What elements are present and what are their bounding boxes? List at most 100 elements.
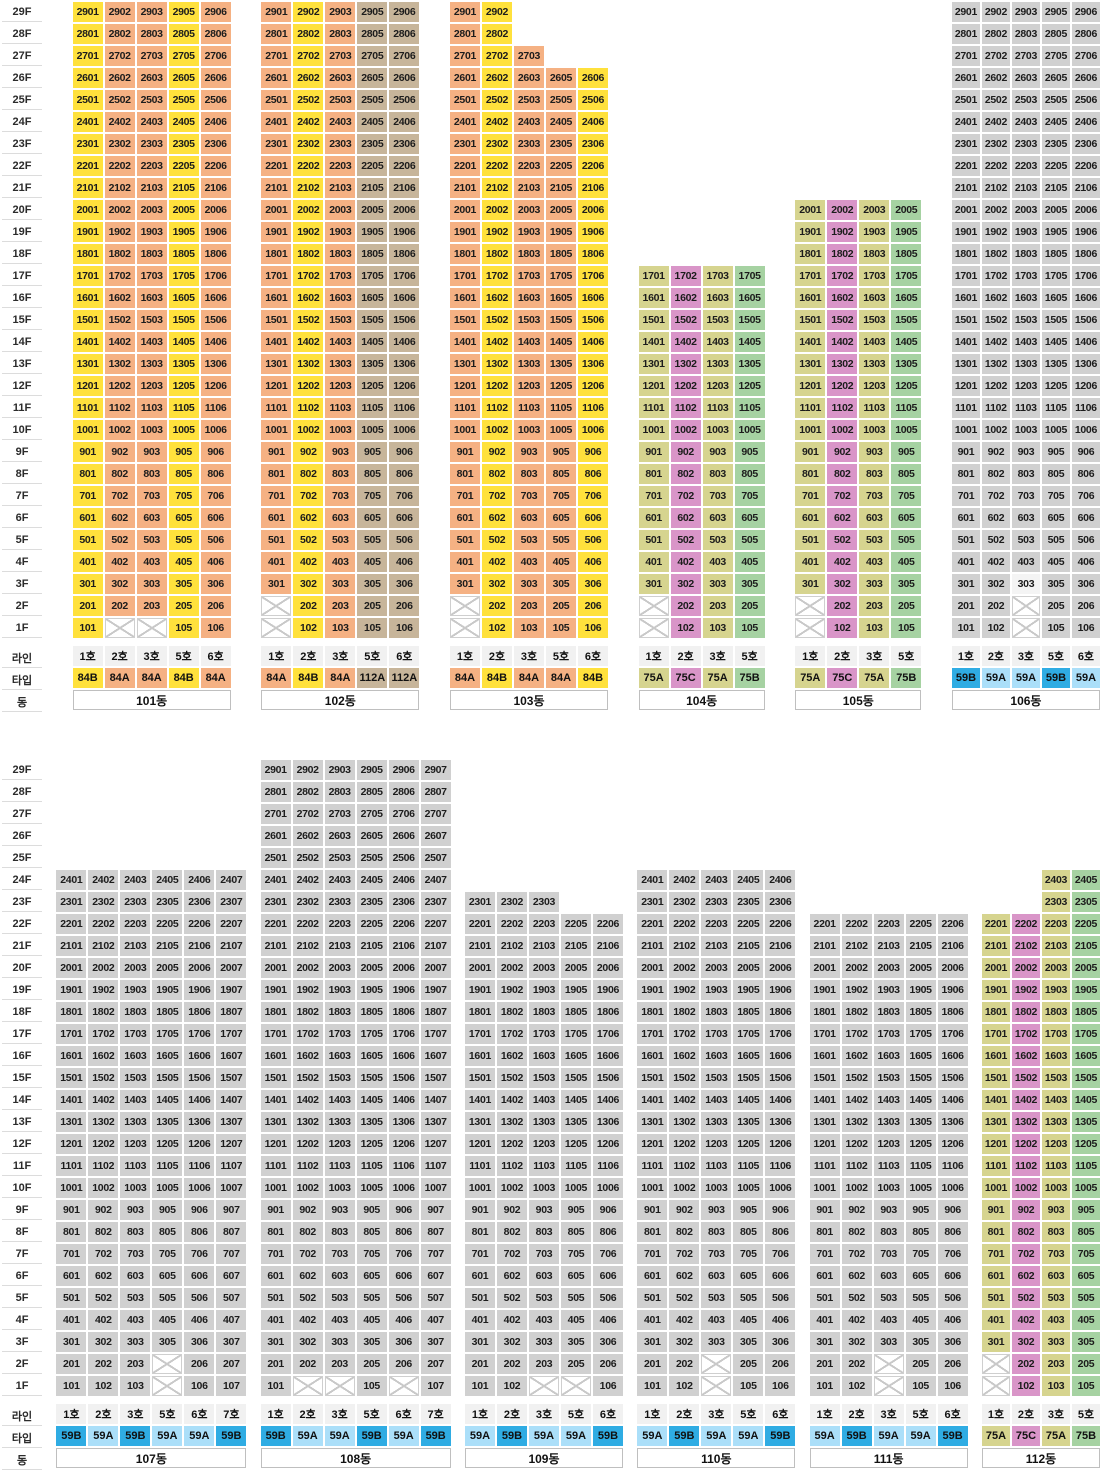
unit-cell[interactable]: 1801	[449, 244, 480, 264]
unit-cell[interactable]: 2305	[545, 134, 576, 154]
unit-cell[interactable]: 402	[293, 552, 324, 572]
unit-cell[interactable]: 1605	[152, 1046, 183, 1066]
unit-cell[interactable]: 1107	[420, 1156, 451, 1176]
unit-cell[interactable]: 2203	[1041, 914, 1070, 934]
unit-cell[interactable]: 1602	[104, 288, 135, 308]
unit-cell[interactable]: 1305	[356, 1112, 387, 1132]
unit-cell[interactable]: 1003	[136, 420, 167, 440]
unit-cell[interactable]: 901	[638, 442, 669, 462]
unit-cell[interactable]: 1905	[356, 980, 387, 1000]
unit-cell[interactable]: 102	[293, 618, 324, 638]
unit-cell[interactable]: 105	[734, 618, 765, 638]
unit-cell[interactable]: 205	[891, 596, 922, 616]
unit-cell[interactable]: 1601	[638, 288, 669, 308]
unit-cell[interactable]: 106	[184, 1376, 215, 1396]
unit-cell[interactable]: 302	[669, 1332, 700, 1352]
unit-cell[interactable]: 1805	[1071, 1002, 1100, 1022]
unit-cell[interactable]: 702	[669, 1244, 700, 1264]
unit-cell[interactable]: 2303	[136, 134, 167, 154]
unit-cell[interactable]: 403	[873, 1310, 904, 1330]
unit-cell[interactable]: 2105	[905, 936, 936, 956]
unit-cell[interactable]: 606	[592, 1266, 623, 1286]
unit-cell[interactable]: 2602	[481, 68, 512, 88]
unit-cell[interactable]: 302	[481, 574, 512, 594]
unit-cell[interactable]: 2303	[528, 892, 559, 912]
unit-cell[interactable]: 1001	[260, 1178, 291, 1198]
unit-cell[interactable]: 106	[765, 1376, 796, 1396]
unit-cell[interactable]: 2907	[420, 760, 451, 780]
unit-cell[interactable]: 1101	[981, 1156, 1010, 1176]
unit-cell[interactable]: 2403	[1041, 870, 1070, 890]
unit-cell[interactable]: 1801	[56, 1002, 87, 1022]
unit-cell[interactable]: 1306	[592, 1112, 623, 1132]
unit-cell[interactable]: 1803	[120, 1002, 151, 1022]
unit-cell[interactable]: 1605	[734, 288, 765, 308]
unit-cell[interactable]: 2305	[356, 892, 387, 912]
unit-cell[interactable]: 1401	[809, 1090, 840, 1110]
unit-cell[interactable]: 2201	[449, 156, 480, 176]
unit-cell[interactable]: 701	[809, 1244, 840, 1264]
unit-cell[interactable]: 2802	[104, 24, 135, 44]
unit-cell[interactable]: 2406	[184, 870, 215, 890]
unit-cell[interactable]: 805	[168, 464, 199, 484]
unit-cell[interactable]: 1106	[184, 1156, 215, 1176]
unit-cell[interactable]: 1505	[734, 310, 765, 330]
unit-cell[interactable]: 2201	[56, 914, 87, 934]
unit-cell[interactable]: 2403	[701, 870, 732, 890]
unit-cell[interactable]: 2205	[356, 914, 387, 934]
unit-cell[interactable]: 706	[184, 1244, 215, 1264]
unit-cell[interactable]: 103	[325, 618, 356, 638]
unit-cell[interactable]: 901	[449, 442, 480, 462]
unit-cell[interactable]: 2701	[449, 46, 480, 66]
unit-cell[interactable]: 402	[670, 552, 701, 572]
unit-cell[interactable]: 607	[216, 1266, 247, 1286]
unit-cell[interactable]: 2201	[809, 914, 840, 934]
unit-cell[interactable]: 1705	[356, 1024, 387, 1044]
unit-cell[interactable]: 2005	[1071, 958, 1100, 978]
unit-cell[interactable]: 1606	[389, 288, 420, 308]
unit-cell[interactable]: 1202	[481, 376, 512, 396]
unit-cell[interactable]: 2003	[324, 958, 355, 978]
unit-cell[interactable]: 2301	[637, 892, 668, 912]
unit-cell[interactable]: 1706	[577, 266, 608, 286]
unit-cell[interactable]: 403	[324, 1310, 355, 1330]
unit-cell[interactable]: 2603	[136, 68, 167, 88]
unit-cell[interactable]: 401	[637, 1310, 668, 1330]
unit-cell[interactable]: 1401	[261, 332, 292, 352]
unit-cell[interactable]: 902	[1011, 1200, 1040, 1220]
unit-cell[interactable]: 1702	[1011, 1024, 1040, 1044]
unit-cell[interactable]: 1601	[261, 288, 292, 308]
unit-cell[interactable]: 102	[981, 618, 1010, 638]
unit-cell[interactable]: 503	[528, 1288, 559, 1308]
unit-cell[interactable]: 702	[981, 486, 1010, 506]
unit-cell[interactable]: 1305	[545, 354, 576, 374]
unit-cell[interactable]: 1307	[216, 1112, 247, 1132]
unit-cell[interactable]: 2103	[324, 936, 355, 956]
unit-cell[interactable]: 1603	[1041, 1046, 1070, 1066]
unit-cell[interactable]: 301	[981, 1332, 1010, 1352]
unit-cell[interactable]: 506	[389, 530, 420, 550]
unit-cell[interactable]: 803	[701, 1222, 732, 1242]
unit-cell[interactable]: 1806	[592, 1002, 623, 1022]
unit-cell[interactable]: 2505	[168, 90, 199, 110]
unit-cell[interactable]: 403	[1041, 1310, 1070, 1330]
unit-cell[interactable]: 303	[1041, 1332, 1070, 1352]
unit-cell[interactable]: 905	[152, 1200, 183, 1220]
unit-cell[interactable]: 1001	[72, 420, 103, 440]
unit-cell[interactable]: 2407	[420, 870, 451, 890]
unit-cell[interactable]: 1503	[873, 1068, 904, 1088]
unit-cell[interactable]: 1002	[481, 420, 512, 440]
unit-cell[interactable]: 2006	[388, 958, 419, 978]
unit-cell[interactable]: 1101	[72, 398, 103, 418]
unit-cell[interactable]: 1206	[389, 376, 420, 396]
unit-cell[interactable]: 1405	[152, 1090, 183, 1110]
unit-cell[interactable]: 305	[733, 1332, 764, 1352]
unit-cell[interactable]: 1602	[981, 288, 1010, 308]
unit-cell[interactable]: 1605	[891, 288, 922, 308]
unit-cell[interactable]: 405	[1041, 552, 1070, 572]
unit-cell[interactable]: 1101	[261, 398, 292, 418]
unit-cell[interactable]: 2403	[325, 112, 356, 132]
unit-cell[interactable]: 1802	[669, 1002, 700, 1022]
unit-cell[interactable]: 1403	[701, 1090, 732, 1110]
unit-cell[interactable]: 902	[293, 442, 324, 462]
